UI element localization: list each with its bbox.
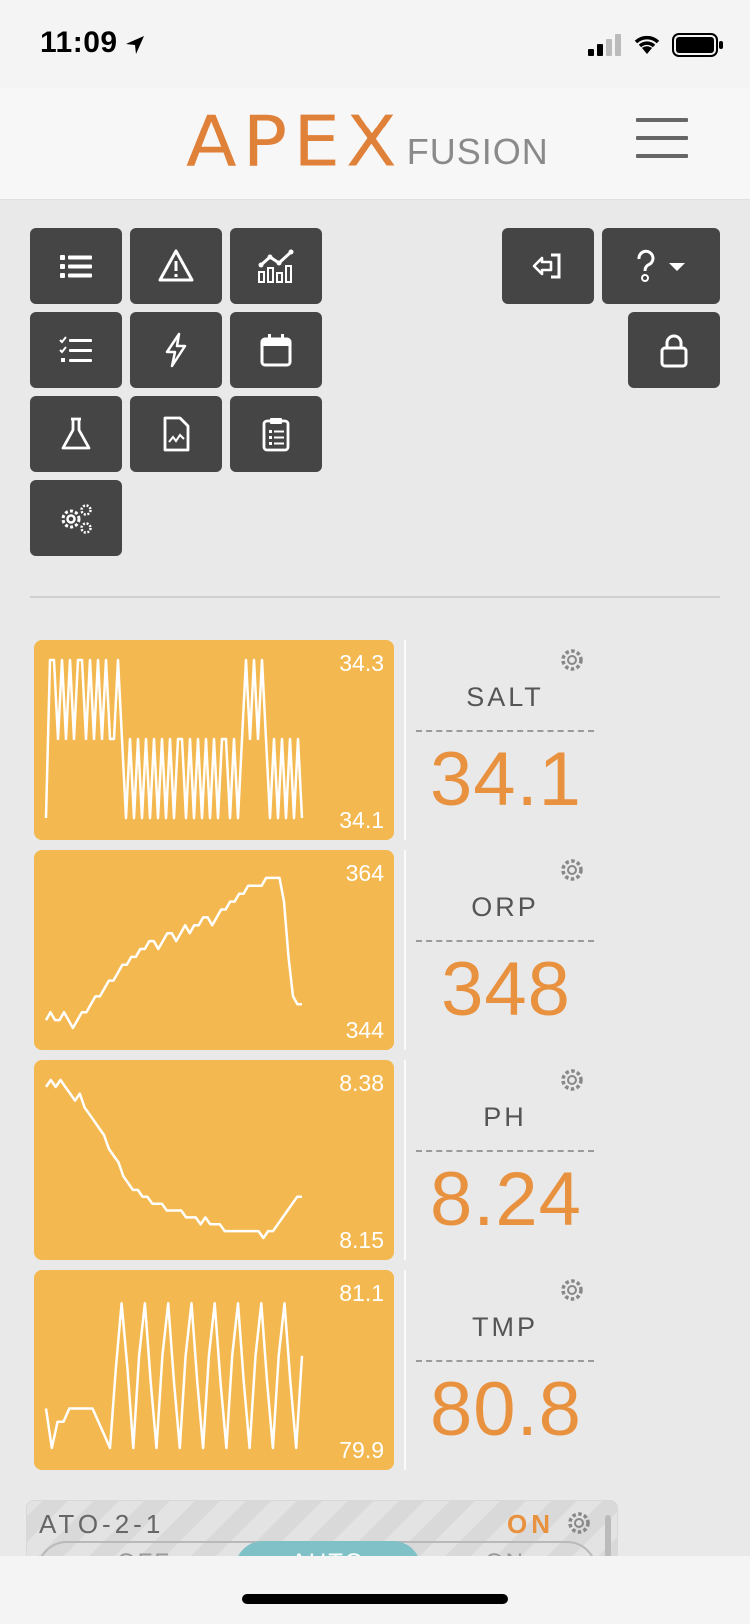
probe-value: 34.1 (430, 737, 582, 822)
graph-min-label: 344 (345, 1017, 384, 1043)
sparkline-series (44, 1301, 304, 1450)
probe-sparkline (44, 658, 304, 820)
tasks-button[interactable] (30, 312, 122, 388)
probe-sparkline (44, 876, 302, 1030)
logo-apex-text: APEX (186, 101, 403, 183)
location-arrow-icon (126, 36, 144, 54)
probe-separator (404, 640, 406, 840)
graph-max-label: 8.38 (339, 1070, 384, 1096)
clipboard-icon (262, 418, 290, 452)
probe-sparkline (44, 1078, 302, 1240)
settings-button[interactable] (30, 480, 122, 556)
lightning-icon (165, 332, 187, 368)
probe-value: 348 (441, 947, 571, 1032)
outlet-name: ATO-2-1 (39, 1509, 165, 1539)
alerts-button[interactable] (130, 228, 222, 304)
probe-graph[interactable]: 81.1 79.9 (34, 1270, 394, 1470)
logo-fusion-text: FUSION (406, 131, 549, 172)
outlet-state: ON (507, 1509, 554, 1539)
graphs-button[interactable] (230, 228, 322, 304)
graph-min-label: 79.9 (339, 1437, 384, 1463)
probe-separator (404, 1060, 406, 1260)
graph-min-label: 8.15 (339, 1227, 384, 1253)
probe-graph[interactable]: 8.38 8.15 (34, 1060, 394, 1260)
sparkline-series (44, 658, 304, 820)
calendar-icon (260, 334, 292, 367)
gears-icon (61, 504, 92, 534)
reports-button[interactable] (130, 396, 222, 472)
probe-name: PH (483, 1102, 527, 1132)
home-indicator[interactable] (242, 1594, 508, 1604)
probe-separator (404, 850, 406, 1050)
section-divider (30, 596, 720, 598)
probe-settings-gear-icon[interactable] (558, 856, 586, 884)
list-icon (60, 255, 92, 278)
calendar-button[interactable] (230, 312, 322, 388)
probe-name: TMP (472, 1312, 538, 1342)
probe-settings-gear-icon[interactable] (558, 646, 586, 674)
cellular-signal-icon (588, 34, 621, 56)
probe-name: ORP (471, 892, 539, 922)
status-time: 11:09 (40, 26, 118, 59)
probe-settings-gear-icon[interactable] (558, 1276, 586, 1304)
lock-button[interactable] (628, 312, 720, 388)
sparkline-series (44, 876, 302, 1030)
probe-divider (416, 940, 594, 942)
sign-in-button[interactable] (502, 228, 594, 304)
probe-sparkline (44, 1301, 304, 1450)
help-dropdown-button[interactable] (602, 228, 720, 304)
probe-divider (416, 730, 594, 732)
probe-divider (416, 1150, 594, 1152)
probe-separator (404, 1270, 406, 1470)
sign-in-icon (532, 253, 561, 279)
battery-icon (672, 33, 723, 57)
graph-min-label: 34.1 (339, 807, 384, 833)
document-graph-icon (163, 416, 190, 452)
help-dropdown-icon (637, 249, 685, 282)
graph-max-label: 364 (345, 860, 384, 886)
power-button[interactable] (130, 312, 222, 388)
log-button[interactable] (230, 396, 322, 472)
sparkline-series (44, 1078, 302, 1240)
home-indicator-area (0, 1556, 750, 1624)
probe-value: 8.24 (430, 1157, 582, 1242)
hamburger-menu-icon[interactable] (636, 118, 688, 158)
measurements-button[interactable] (30, 396, 122, 472)
alert-triangle-icon (158, 249, 194, 282)
flask-icon (61, 417, 91, 450)
probe-graph[interactable]: 34.3 34.1 (34, 640, 394, 840)
graph-max-label: 34.3 (339, 650, 384, 676)
wifi-icon (634, 35, 660, 54)
lock-icon (660, 334, 688, 368)
graph-max-label: 81.1 (339, 1280, 384, 1306)
chart-icon (258, 249, 294, 283)
outlet-settings-gear-icon[interactable] (565, 1509, 593, 1537)
probe-divider (416, 1360, 594, 1362)
checklist-icon (59, 336, 92, 362)
status-bar: 11:09 (0, 0, 750, 88)
apex-fusion-logo: APEX FUSION (186, 101, 549, 183)
probe-value: 80.8 (430, 1367, 582, 1452)
probe-name: SALT (466, 682, 544, 712)
probe-graph[interactable]: 364 344 (34, 850, 394, 1050)
app-header: APEX FUSION (0, 88, 750, 200)
probe-settings-gear-icon[interactable] (558, 1066, 586, 1094)
list-button[interactable] (30, 228, 122, 304)
